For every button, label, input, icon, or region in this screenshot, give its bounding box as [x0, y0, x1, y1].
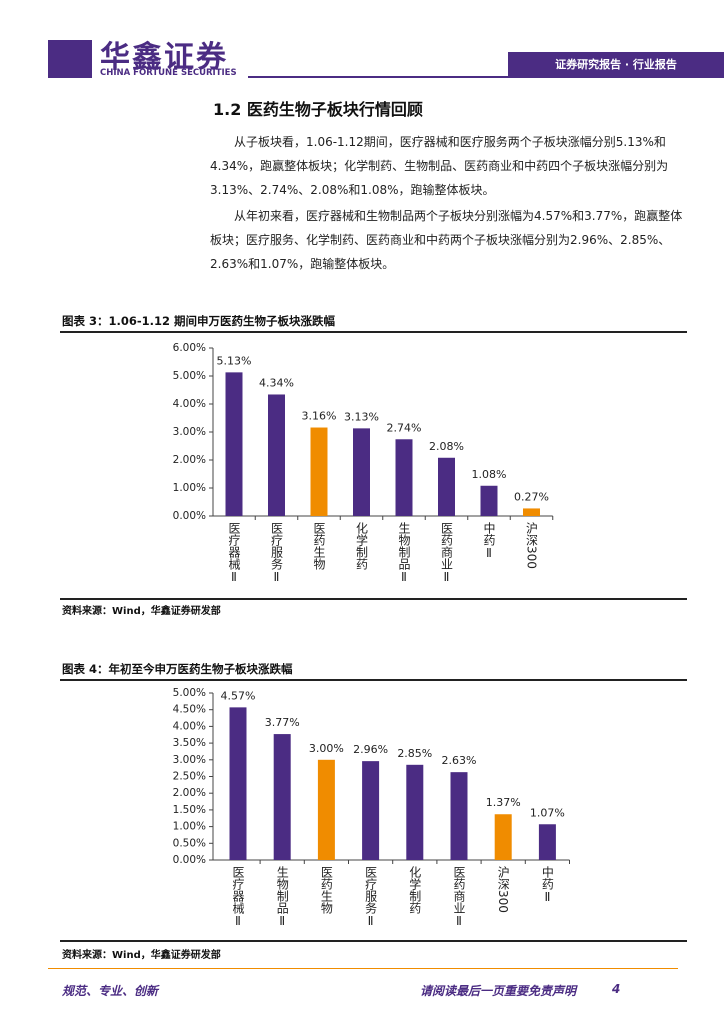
y-tick-label: 0.50%: [173, 837, 206, 849]
x-tick-label: 医药商业Ⅱ: [452, 866, 466, 928]
figure-source: 资料来源：Wind，华鑫证券研发部: [62, 606, 221, 617]
header-banner: 证券研究报告 · 行业报告: [508, 52, 724, 78]
y-tick-label: 3.00%: [173, 426, 206, 438]
chart: 0.00% 1.00% 2.00% 3.00% 4.00% 5.00% 6.00% 医疗器械Ⅱ…: [173, 342, 554, 584]
x-tick-label: 医药生物: [312, 522, 326, 570]
y-tick-label: 1.00%: [173, 482, 206, 494]
figure-source: 资料来源：Wind，华鑫证券研发部: [62, 950, 221, 961]
paragraph: 从年初来看，医疗器械和生物制品两个子板块分别涨幅为4.57%和3.77%，跑赢整…: [210, 209, 683, 271]
footer-disclaimer: 请阅读最后一页重要免责声明: [420, 984, 577, 998]
x-tick-label: 生物制品Ⅱ: [275, 866, 289, 928]
bar: [494, 814, 512, 860]
y-tick-label: 4.00%: [173, 720, 206, 732]
value-label: 1.07%: [530, 806, 565, 819]
value-label: 2.85%: [397, 747, 432, 760]
y-tick-label: 0.00%: [173, 510, 206, 522]
y-tick-label: 1.00%: [173, 821, 206, 833]
y-tick-label: 2.00%: [173, 787, 206, 799]
x-tick-label: 医疗器械Ⅱ: [227, 522, 241, 584]
value-label: 2.08%: [429, 440, 464, 453]
section-title: 1.2 医药生物子板块行情回顾: [213, 100, 423, 119]
value-label: 3.77%: [265, 716, 300, 729]
value-label: 5.13%: [217, 354, 252, 367]
bar: [438, 457, 455, 516]
x-tick-label: 化学制药: [355, 522, 369, 570]
x-tick-label: 生物制品Ⅱ: [397, 522, 411, 584]
value-label: 4.34%: [259, 376, 294, 389]
bar: [406, 764, 424, 860]
x-tick-label: 医药生物: [319, 866, 333, 914]
bar: [310, 427, 328, 516]
bar: [538, 824, 556, 860]
logo-icon: [48, 40, 92, 78]
figure-caption: 图表 4：年初至今申万医药生物子板块涨跌幅: [62, 662, 293, 676]
y-tick-label: 2.50%: [173, 771, 206, 783]
value-label: 1.37%: [486, 796, 521, 809]
value-label: 2.63%: [442, 754, 477, 767]
y-tick-label: 4.00%: [173, 398, 206, 410]
y-tick-label: 4.50%: [173, 704, 206, 716]
rule: [60, 679, 687, 681]
y-tick-label: 1.50%: [173, 804, 206, 816]
chart: 0.00% 0.50% 1.00% 1.50% 2.00% 2.50% 3.00% 3.50%…: [173, 687, 570, 928]
x-tick-label: 沪深300: [496, 866, 510, 913]
y-tick-label: 5.00%: [173, 687, 206, 699]
x-tick-label: 医疗服务Ⅱ: [270, 522, 284, 584]
x-tick-label: 医疗服务Ⅱ: [364, 866, 378, 928]
footer-slogan: 规范、专业、创新: [62, 984, 159, 998]
x-tick-label: 沪深300: [525, 522, 539, 569]
value-label: 1.08%: [472, 468, 507, 481]
y-tick-label: 2.00%: [173, 454, 206, 466]
rule: [60, 598, 687, 600]
footer-line: [48, 968, 678, 969]
bar: [268, 394, 285, 516]
rule: [60, 940, 687, 942]
value-label: 3.00%: [309, 742, 344, 755]
value-label: 3.16%: [302, 410, 337, 423]
x-tick-label: 中药Ⅱ: [540, 865, 554, 904]
bar: [353, 428, 370, 516]
bar: [229, 707, 247, 860]
x-tick-label: 医疗器械Ⅱ: [231, 866, 245, 928]
value-label: 4.57%: [221, 689, 256, 702]
paragraph: 从子板块看，1.06-1.12期间，医疗器械和医疗服务两个子板块涨幅分别5.13…: [210, 135, 669, 197]
y-tick-label: 3.50%: [173, 737, 206, 749]
rule: [60, 331, 687, 333]
figure-caption: 图表 3：1.06-1.12 期间申万医药生物子板块涨跌幅: [62, 314, 336, 328]
page-number: 4: [612, 982, 621, 996]
bar: [480, 485, 498, 516]
bar: [273, 734, 291, 860]
value-label: 0.27%: [514, 490, 549, 503]
value-label: 3.13%: [344, 410, 379, 423]
bar: [395, 439, 413, 516]
value-label: 2.96%: [353, 743, 388, 756]
logo-subtext: CHINA FORTUNE SECURITIES: [100, 68, 237, 78]
y-tick-label: 6.00%: [173, 342, 206, 354]
value-label: 2.74%: [387, 421, 422, 434]
bar: [225, 372, 243, 516]
bar: [362, 761, 380, 860]
x-tick-label: 化学制药: [408, 866, 422, 914]
y-tick-label: 5.00%: [173, 370, 206, 382]
y-tick-label: 3.00%: [173, 754, 206, 766]
header-line: [248, 76, 724, 78]
x-tick-label: 医药商业Ⅱ: [440, 522, 454, 584]
bar: [523, 508, 540, 516]
bar: [450, 772, 468, 860]
y-tick-label: 0.00%: [173, 854, 206, 866]
logo-text: 华鑫证券: [100, 40, 228, 75]
x-tick-label: 中药Ⅱ: [482, 521, 496, 560]
bar: [317, 759, 335, 860]
